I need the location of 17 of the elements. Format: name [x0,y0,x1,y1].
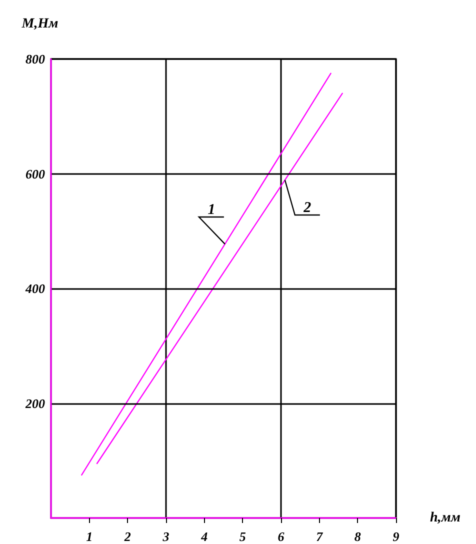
x-tick-label: 9 [392,529,400,544]
x-tick-label: 3 [162,529,170,544]
series-label: 1 [208,202,216,218]
x-tick-label: 6 [278,529,285,544]
x-tick-label: 5 [239,529,246,544]
y-tick-label: 600 [26,166,46,182]
series-label: 2 [302,200,312,216]
y-axis-title: M,Нм [20,16,59,32]
y-tick-label: 400 [24,281,46,296]
y-tick-label: 800 [26,52,46,66]
x-tick-label: 8 [354,529,362,544]
x-tick-label: 2 [123,529,132,544]
x-tick-label: 7 [316,529,324,544]
x-tick-label: 1 [86,529,93,544]
x-tick-label: 4 [200,529,208,544]
x-axis-title: h,мм [430,510,461,526]
y-tick-label: 200 [24,396,46,411]
